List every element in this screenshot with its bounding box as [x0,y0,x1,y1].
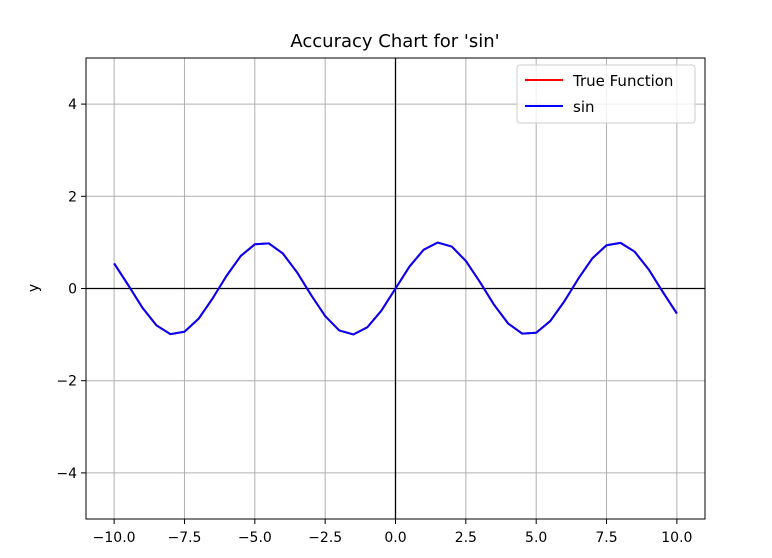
x-tick-label: 10.0 [661,530,692,546]
legend: True Function sin [516,64,696,124]
series-group [113,241,678,336]
ticks: −10.0 −7.5 −5.0 −2.5 0.0 2.5 5.0 7.5 10.0 −4 −2 0 2 4 [56,97,692,546]
y-tick-label: −2 [56,374,77,390]
y-tick-label: 4 [68,97,77,113]
legend-label-sin: sin [573,98,595,116]
y-axis-label: y [26,284,42,292]
x-tick-label: −5.0 [238,530,272,546]
legend-label-true-function: True Function [572,72,673,90]
series-line-sin [113,241,678,336]
x-tick-label: −2.5 [308,530,342,546]
y-tick-label: −4 [56,466,77,482]
x-tick-label: 0.0 [384,530,406,546]
x-tick-label: 5.0 [525,530,547,546]
y-tick-label: 0 [68,282,77,298]
chart-title: Accuracy Chart for 'sin' [290,31,499,52]
y-tick-label: 2 [68,189,77,205]
x-tick-label: −7.5 [167,530,201,546]
x-tick-label: −10.0 [93,530,136,546]
x-tick-label: 7.5 [595,530,617,546]
x-tick-label: 2.5 [455,530,477,546]
